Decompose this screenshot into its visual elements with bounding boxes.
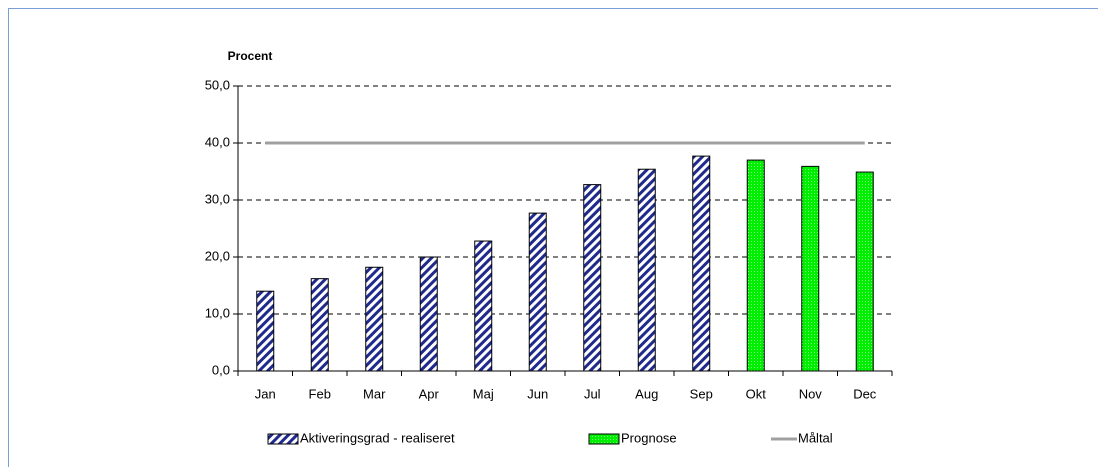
bar	[310, 278, 329, 372]
bar	[801, 165, 820, 372]
bar	[528, 212, 547, 372]
x-tick-label: Nov	[799, 386, 823, 401]
x-tick-label: Okt	[746, 386, 767, 401]
bar	[637, 168, 656, 372]
legend-swatch	[267, 433, 299, 445]
x-tick-label: Aug	[635, 386, 658, 401]
bar	[256, 290, 275, 372]
x-tick-label: Jun	[527, 386, 548, 401]
y-tick-label: 0,0	[212, 362, 230, 377]
y-tick-label: 50,0	[205, 77, 230, 92]
legend-label: Måltal	[798, 430, 833, 445]
y-tick-label: 20,0	[205, 248, 230, 263]
bar	[583, 184, 602, 372]
frame	[8, 8, 1098, 467]
y-tick-label: 30,0	[205, 191, 230, 206]
bar	[692, 155, 711, 372]
x-tick-label: Apr	[419, 386, 440, 401]
y-axis-label: Procent	[228, 49, 273, 63]
bar	[474, 240, 493, 372]
bar	[419, 256, 438, 372]
bar	[365, 266, 384, 372]
x-tick-label: Jan	[255, 386, 276, 401]
x-tick-label: Feb	[309, 386, 331, 401]
legend-label: Prognose	[621, 430, 677, 445]
x-tick-label: Maj	[473, 386, 494, 401]
bar	[746, 159, 765, 372]
legend-label: Aktiveringsgrad - realiseret	[300, 430, 455, 445]
x-tick-label: Dec	[853, 386, 877, 401]
y-tick-label: 40,0	[205, 134, 230, 149]
x-tick-label: Sep	[690, 386, 713, 401]
x-tick-label: Mar	[363, 386, 386, 401]
y-tick-label: 10,0	[205, 305, 230, 320]
legend-swatch	[588, 433, 620, 445]
bar	[855, 171, 874, 372]
x-tick-label: Jul	[584, 386, 601, 401]
